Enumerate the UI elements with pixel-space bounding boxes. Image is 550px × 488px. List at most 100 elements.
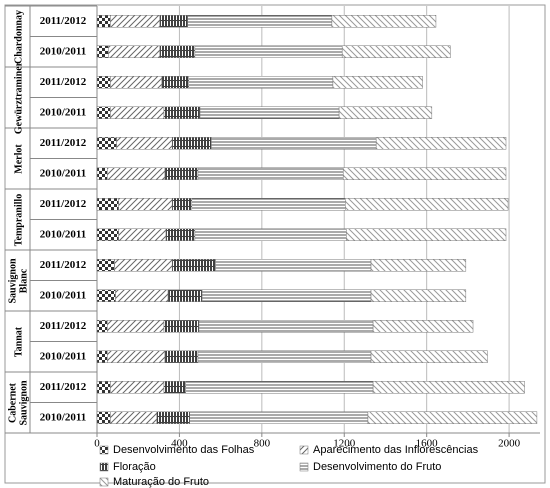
bar-segment <box>171 259 216 272</box>
legend-swatch <box>99 445 109 455</box>
bar-segment <box>107 167 166 180</box>
bar-segment <box>110 15 161 28</box>
group-label: Gewürztraminer <box>12 61 24 134</box>
y-tick-label: 2010/2011 <box>40 289 86 301</box>
bar-segment <box>201 289 372 302</box>
bar-segment <box>96 198 119 211</box>
x-tick-label: 1200 <box>333 438 356 450</box>
bar-segment <box>370 289 467 302</box>
bar-segment <box>171 137 212 150</box>
bar-segment <box>185 381 374 394</box>
y-tick-label: 2011/2012 <box>40 198 87 210</box>
bar-segment <box>370 259 467 272</box>
bar-segment <box>96 320 108 333</box>
legend-swatch <box>299 462 309 472</box>
bar-segment <box>96 15 111 28</box>
legend-label: Desenvolvimento das Folhas <box>113 444 255 456</box>
x-tick-label: 1600 <box>416 438 439 450</box>
bar-segment <box>164 350 199 363</box>
y-tick-label: 2010/2011 <box>40 350 86 362</box>
bar-segment <box>96 259 115 272</box>
y-tick-label: 2010/2011 <box>40 167 86 179</box>
bar-segment <box>163 320 200 333</box>
bar-segment <box>110 106 165 119</box>
bar-segment <box>96 289 116 302</box>
bar-segment <box>115 289 169 302</box>
bar-segment <box>187 15 333 28</box>
bar-segment <box>167 289 203 302</box>
bar-segment <box>96 411 111 424</box>
x-tick-label: 800 <box>254 438 271 450</box>
y-tick-label: 2011/2012 <box>40 381 87 393</box>
bar-segment <box>215 259 372 272</box>
bar-segment <box>163 106 201 119</box>
bar-segment <box>96 381 111 394</box>
bar-segment <box>159 15 188 28</box>
frame <box>4 4 546 484</box>
y-tick-label: 2010/2011 <box>40 411 86 423</box>
group-label: Cabernet Sauvignon <box>7 379 29 426</box>
bar-segment <box>342 167 507 180</box>
bar-segment <box>372 381 525 394</box>
y-tick-label: 2011/2012 <box>40 76 87 88</box>
bar-segment <box>194 228 347 241</box>
bar-segment <box>191 198 346 211</box>
x-tick-label: 2000 <box>498 438 521 450</box>
x-tick-label: 400 <box>171 438 188 450</box>
bar-segment <box>107 350 166 363</box>
bar-segment <box>118 228 167 241</box>
bar-segment <box>110 76 163 89</box>
bar-segment <box>341 45 451 58</box>
bar-segment <box>114 259 173 272</box>
bar-segment <box>163 381 186 394</box>
group-label: Tannat <box>12 326 24 357</box>
bar-segment <box>331 15 437 28</box>
bar-segment <box>96 76 111 89</box>
bar-segment <box>345 198 509 211</box>
group-label: Sauvignon Blanc <box>7 257 29 304</box>
bar-segment <box>110 381 165 394</box>
group-label: Merlot <box>12 143 24 174</box>
bar-segment <box>96 137 117 150</box>
y-tick-label: 2011/2012 <box>40 15 87 27</box>
y-tick-label: 2010/2011 <box>40 45 86 57</box>
bar-segment <box>332 76 423 89</box>
bar-segment <box>159 45 196 58</box>
bar-segment <box>197 350 372 363</box>
bar-segment <box>156 411 190 424</box>
bar-segment <box>188 76 334 89</box>
bar-segment <box>96 106 111 119</box>
legend-label: Maturação do Fruto <box>113 476 209 488</box>
bar-segment <box>338 106 433 119</box>
bar-segment <box>197 167 344 180</box>
y-tick-label: 2011/2012 <box>40 137 87 149</box>
x-tick-label: 0 <box>94 438 100 450</box>
bar-segment <box>211 137 377 150</box>
legend-label: Desenvolvimento do Fruto <box>313 461 441 473</box>
bar-segment <box>164 167 199 180</box>
bar-segment <box>161 76 189 89</box>
bar-segment <box>372 320 474 333</box>
y-tick-label: 2011/2012 <box>40 259 87 271</box>
bar-segment <box>107 320 165 333</box>
legend-label: Floração <box>113 461 156 473</box>
bar-segment <box>367 411 538 424</box>
bar-segment <box>96 45 109 58</box>
bar-segment <box>110 411 158 424</box>
bar-segment <box>96 167 108 180</box>
legend-swatch <box>299 445 309 455</box>
bar-segment <box>370 350 488 363</box>
bar-segment <box>375 137 507 150</box>
bar-segment <box>96 228 119 241</box>
y-tick-label: 2010/2011 <box>40 106 86 118</box>
bar-segment <box>194 45 343 58</box>
bar-segment <box>165 228 196 241</box>
bar-segment <box>198 320 374 333</box>
legend-label: Aparecimento das Inflorescências <box>313 444 479 456</box>
y-tick-label: 2011/2012 <box>40 320 87 332</box>
group-label: Tempranillo <box>12 193 24 246</box>
bar-segment <box>199 106 340 119</box>
bar-segment <box>189 411 369 424</box>
